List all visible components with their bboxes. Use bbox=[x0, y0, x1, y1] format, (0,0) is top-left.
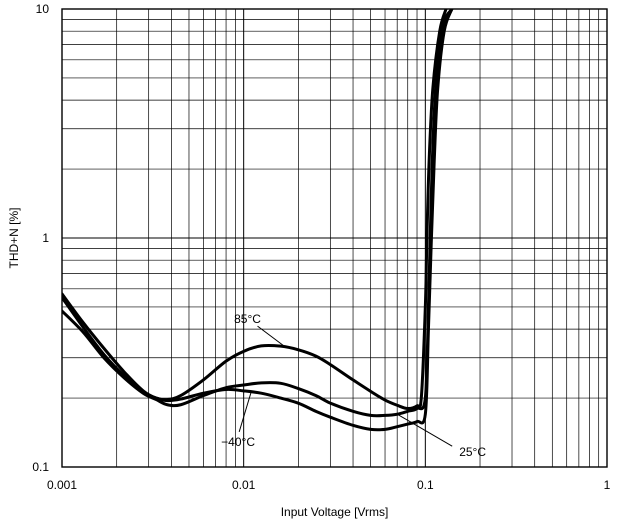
x-tick-label: 1 bbox=[604, 478, 611, 492]
x-tick-label: 0.001 bbox=[47, 478, 77, 492]
y-tick-label: 10 bbox=[36, 2, 50, 16]
x-axis-label: Input Voltage [Vrms] bbox=[281, 505, 389, 519]
y-tick-label: 0.1 bbox=[32, 460, 49, 474]
annotations: 85°C 25°C −40°C bbox=[221, 312, 486, 459]
annotation-leader-line bbox=[238, 391, 252, 433]
y-tick-label: 1 bbox=[42, 231, 49, 245]
chart-grid bbox=[61, 9, 607, 468]
series-40c-line-2 bbox=[62, 9, 454, 432]
y-tick-labels: 0.1 1 10 bbox=[32, 2, 49, 474]
annotation-label: 25°C bbox=[459, 445, 486, 459]
annotation-leader-line bbox=[257, 325, 286, 348]
series-group bbox=[62, 9, 454, 432]
annotation-label: 85°C bbox=[234, 312, 261, 326]
y-axis-label: THD+N [%] bbox=[7, 207, 21, 268]
plot-frame bbox=[61, 8, 608, 468]
x-tick-label: 0.1 bbox=[417, 478, 434, 492]
annotation-leader-line bbox=[396, 413, 453, 447]
x-tick-labels: 0.001 0.01 0.1 1 bbox=[47, 478, 611, 492]
x-tick-label: 0.01 bbox=[232, 478, 256, 492]
annotation-label: −40°C bbox=[221, 435, 255, 449]
